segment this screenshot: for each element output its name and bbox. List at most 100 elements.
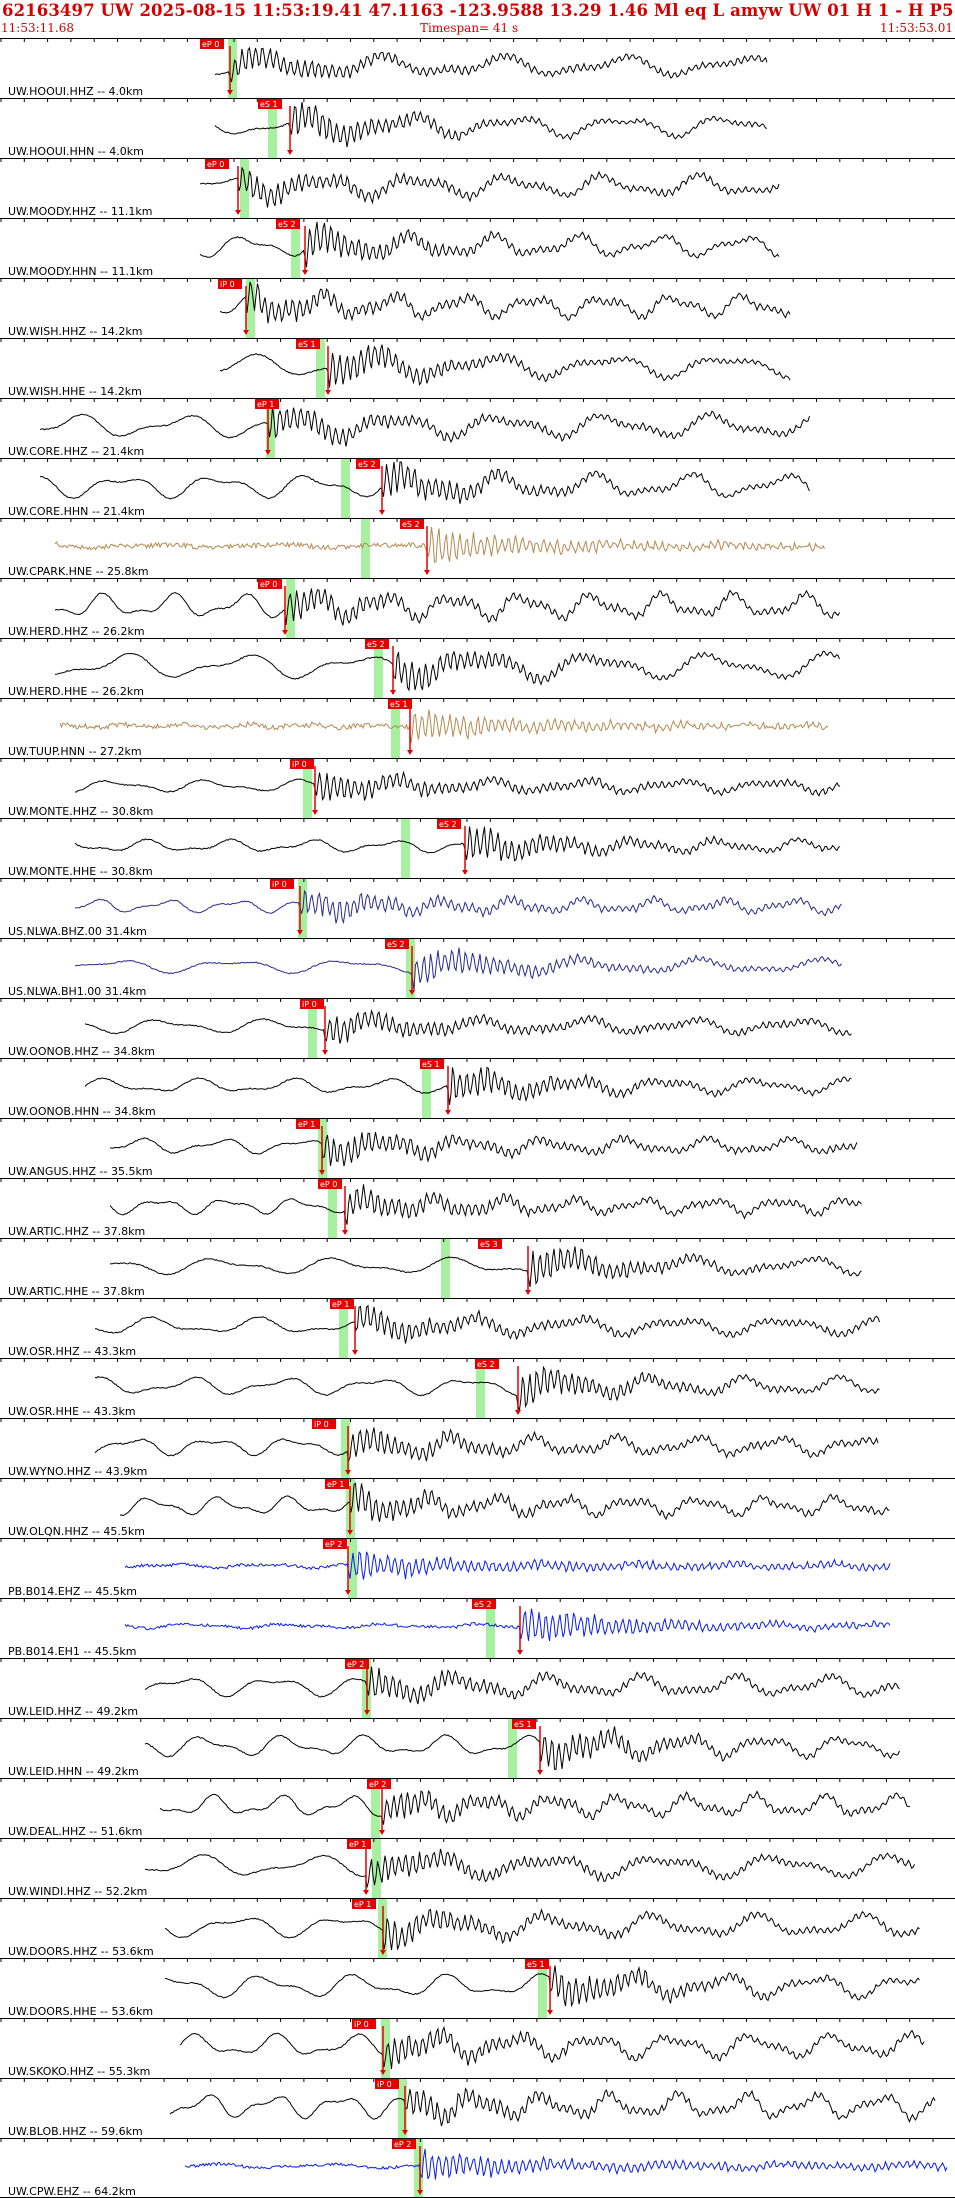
waveform <box>109 1184 862 1225</box>
waveform <box>74 770 841 801</box>
pick-arrow <box>402 2130 408 2135</box>
pick-flag-label: iP 0 <box>272 880 287 889</box>
pick-flag[interactable] <box>400 519 424 529</box>
pick-band <box>538 1958 547 2018</box>
pick-flag[interactable] <box>276 219 300 229</box>
waveform <box>164 1908 920 1951</box>
pick-flag[interactable] <box>388 699 412 709</box>
pick-arrow <box>325 390 331 395</box>
pick-arrow <box>537 1770 543 1775</box>
pick-flag[interactable] <box>205 159 229 169</box>
trace-row: eP 0 UW.HERD.HHZ -- 26.2km <box>0 578 955 638</box>
pick-flag[interactable] <box>472 1599 496 1609</box>
pick-flag[interactable] <box>352 2019 376 2029</box>
trace-row: eP 1 UW.DOORS.HHZ -- 53.6km <box>0 1898 955 1958</box>
pick-flag[interactable] <box>258 579 282 589</box>
pick-flag-label: eS 2 <box>278 220 296 229</box>
station-label: UW.BLOB.HHZ -- 59.6km <box>8 2125 143 2138</box>
pick-flag[interactable] <box>367 1779 391 1789</box>
pick-flag-label: eS 2 <box>402 520 420 529</box>
pick-flag[interactable] <box>296 339 320 349</box>
trace-row: eP 0 UW.HOOUI.HHZ -- 4.0km <box>0 38 955 98</box>
pick-flag-label: eP 1 <box>327 1480 344 1489</box>
pick-flag[interactable] <box>290 759 314 769</box>
pick-flag[interactable] <box>385 939 409 949</box>
pick-band <box>348 1538 357 1598</box>
pick-flag[interactable] <box>347 1839 371 1849</box>
pick-band <box>361 518 370 578</box>
pick-arrow <box>409 990 415 995</box>
waveform <box>74 947 842 991</box>
pick-flag[interactable] <box>318 1179 342 1189</box>
pick-flag[interactable] <box>323 1539 347 1549</box>
waveform <box>54 526 825 563</box>
record-header: 62163497 UW 2025-08-15 11:53:19.41 47.11… <box>0 0 955 38</box>
station-label: UW.OONOB.HHN -- 34.8km <box>8 1105 156 1118</box>
pick-arrow <box>345 1590 351 1595</box>
pick-band <box>228 38 237 98</box>
station-label: UW.CPW.EHZ -- 64.2km <box>8 2185 136 2198</box>
pick-flag[interactable] <box>325 1479 349 1489</box>
waveform <box>165 1965 920 2008</box>
waveform <box>74 889 842 925</box>
waveform <box>55 650 840 692</box>
waveform <box>169 2087 936 2127</box>
waveform <box>84 1066 852 1105</box>
pick-flag[interactable] <box>478 1239 502 1249</box>
pick-band <box>339 1298 348 1358</box>
pick-arrow <box>417 2190 423 2195</box>
pick-flag-label: eS 1 <box>390 700 408 709</box>
pick-flag[interactable] <box>312 1419 336 1429</box>
pick-flag[interactable] <box>356 459 380 469</box>
pick-flag-label: eP 2 <box>369 1780 386 1789</box>
pick-flag[interactable] <box>296 1119 320 1129</box>
waveform <box>109 1246 862 1287</box>
pick-flag-label: eP 1 <box>332 1300 349 1309</box>
station-label: UW.ARTIC.HHZ -- 37.8km <box>8 1225 145 1238</box>
pick-flag[interactable] <box>375 2079 399 2089</box>
pick-arrow <box>379 510 385 515</box>
pick-flag-label: eS 1 <box>422 1060 440 1069</box>
pick-flag[interactable] <box>255 399 279 409</box>
pick-arrow <box>462 870 468 875</box>
pick-flag[interactable] <box>437 819 461 829</box>
pick-arrow <box>297 930 303 935</box>
pick-band <box>341 458 350 518</box>
pick-flag-label: iP 0 <box>302 1000 317 1009</box>
waveform <box>214 101 768 148</box>
pick-flag[interactable] <box>345 1659 369 1669</box>
pick-flag-label: eS 1 <box>298 340 316 349</box>
waveform <box>59 709 829 743</box>
waveform <box>219 281 791 324</box>
pick-band <box>316 338 325 398</box>
pick-flag[interactable] <box>270 879 294 889</box>
pick-arrow <box>364 1710 370 1715</box>
trace-row: iP 0 UW.MONTE.HHZ -- 30.8km <box>0 758 955 818</box>
trace-row: eS 2 UW.CORE.HHN -- 21.4km <box>0 458 955 518</box>
pick-flag[interactable] <box>475 1359 499 1369</box>
pick-band <box>371 1778 380 1838</box>
waveform <box>144 1726 900 1771</box>
waveform <box>54 588 840 626</box>
pick-flag[interactable] <box>365 639 389 649</box>
pick-flag[interactable] <box>420 1059 444 1069</box>
pick-flag[interactable] <box>330 1299 354 1309</box>
pick-flag[interactable] <box>525 1959 549 1969</box>
pick-flag-label: eS 2 <box>474 1600 492 1609</box>
pick-flag[interactable] <box>392 2139 416 2149</box>
pick-flag[interactable] <box>300 999 324 1009</box>
pick-flag[interactable] <box>352 1899 376 1909</box>
trace-row: eS 2 UW.HERD.HHE -- 26.2km <box>0 638 955 698</box>
pick-flag-label: eS 1 <box>514 1720 532 1729</box>
pick-flag[interactable] <box>512 1719 536 1729</box>
pick-flag[interactable] <box>218 279 242 289</box>
station-label: UW.MOODY.HHN -- 11.1km <box>8 265 153 278</box>
pick-band <box>374 638 383 698</box>
pick-flag[interactable] <box>200 39 224 49</box>
trace-row: eS 2 UW.CPARK.HNE -- 25.8km <box>0 518 955 578</box>
waveform <box>184 2148 948 2180</box>
pick-band <box>476 1358 485 1418</box>
pick-flag[interactable] <box>258 99 282 109</box>
pick-arrow <box>380 1950 386 1955</box>
waveform <box>214 46 768 83</box>
